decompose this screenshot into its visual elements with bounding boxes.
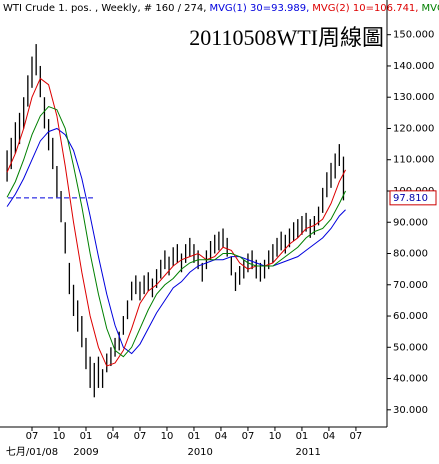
header: WTI Crude 1. pos. , Weekly, # 160 / 274,… <box>3 3 439 14</box>
y-tick-label: 50.000 <box>393 342 428 353</box>
x-tick-label: 10 <box>269 431 282 442</box>
moving-average-line <box>6 127 346 355</box>
x-tick-label: 04 <box>107 431 120 442</box>
x-tick-label: 07 <box>26 431 39 442</box>
y-tick-label: 80.000 <box>393 249 428 260</box>
last-price-label: 97.810 <box>393 193 428 204</box>
y-tick-label: 120.000 <box>393 123 434 134</box>
y-tick-label: 110.000 <box>393 155 434 166</box>
x-tick-label: 04 <box>323 431 336 442</box>
x-tick-label: 01 <box>188 431 201 442</box>
moving-average-line <box>6 77 346 367</box>
x-tick-label: 01 <box>296 431 309 442</box>
legend-entry: MVG(2) 10=106.741, <box>312 3 418 14</box>
last-price-box <box>389 190 437 206</box>
legend-entry: MVG(3) <box>421 3 439 14</box>
header-text: WTI Crude 1. pos. , Weekly, # 160 / 274, <box>3 3 206 14</box>
y-tick-label: 130.000 <box>393 92 434 103</box>
x-tick-label: 01 <box>80 431 93 442</box>
y-tick-label: 70.000 <box>393 280 428 291</box>
x-tick-label: 07 <box>134 431 147 442</box>
y-tick-label: 140.000 <box>393 61 434 72</box>
x-tick-label: 07 <box>242 431 255 442</box>
y-tick-label: 90.000 <box>393 217 428 228</box>
x-tick-label: 04 <box>215 431 228 442</box>
y-tick-label: 30.000 <box>393 405 428 416</box>
legend-entry: MVG(1) 30=93.989, <box>209 3 309 14</box>
chart-title: 20110508WTI周線圖 <box>189 25 384 50</box>
year-label: 七月/01/08 <box>6 446 58 458</box>
x-tick-label: 10 <box>161 431 174 442</box>
x-tick-label: 10 <box>53 431 66 442</box>
year-label: 2011 <box>295 447 320 458</box>
y-tick-label: 150.000 <box>393 30 434 41</box>
year-label: 2010 <box>187 447 212 458</box>
year-label: 2009 <box>73 447 98 458</box>
y-tick-label: 40.000 <box>393 374 428 385</box>
y-tick-label: 60.000 <box>393 311 428 322</box>
moving-average-line <box>6 106 346 358</box>
x-tick-label: 07 <box>350 431 363 442</box>
